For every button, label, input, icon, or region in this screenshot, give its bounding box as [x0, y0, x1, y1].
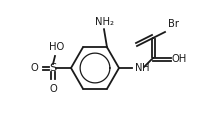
- Text: N: N: [135, 63, 143, 73]
- Text: HO: HO: [49, 42, 65, 52]
- Text: OH: OH: [172, 54, 187, 64]
- Text: O: O: [30, 63, 38, 73]
- Text: H: H: [142, 63, 150, 73]
- Text: NH₂: NH₂: [94, 17, 113, 27]
- Text: S: S: [49, 63, 57, 73]
- Text: Br: Br: [168, 19, 179, 29]
- Text: O: O: [49, 84, 57, 94]
